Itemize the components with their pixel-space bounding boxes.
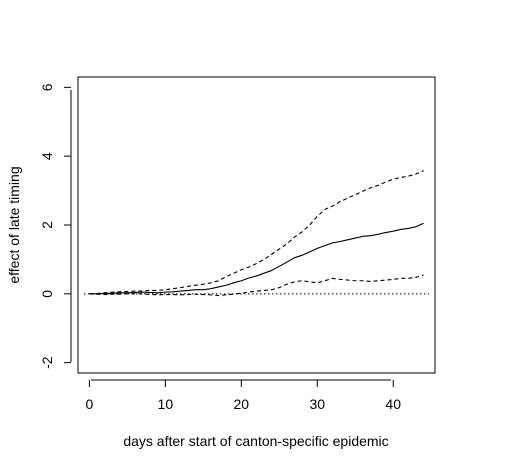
x-axis: 0 10 20 30 40 [85,379,401,412]
series-line-lower-bound [89,274,424,297]
y-tick-label-4: 6 [39,83,55,91]
y-axis-label: effect of late timing [6,166,22,283]
x-tick-label-1: 10 [158,396,174,412]
y-tick-label-3: 4 [39,152,55,160]
series-layer [89,170,424,297]
y-tick-label-1: 0 [39,290,55,298]
y-axis: -2 0 2 4 6 [39,83,72,369]
x-tick-label-3: 30 [309,396,325,412]
x-ticks: 0 10 20 30 40 [85,380,401,412]
x-axis-label: days after start of canton-specific epid… [123,433,388,449]
y-ticks: -2 0 2 4 6 [39,83,71,369]
x-tick-label-0: 0 [85,396,93,412]
y-tick-label-2: 2 [39,221,55,229]
plot-frame [77,76,436,374]
x-tick-label-4: 40 [385,396,401,412]
series-line-estimate [89,222,424,295]
x-tick-label-2: 20 [234,396,250,412]
series-line-upper-bound [89,170,424,295]
y-tick-label-0: -2 [39,356,55,369]
